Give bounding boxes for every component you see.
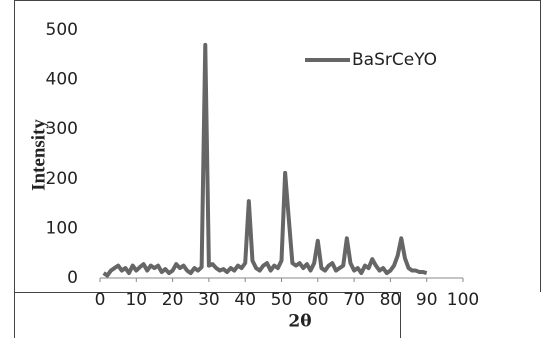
y-tick-label: 200 — [46, 169, 78, 189]
x-tick-label: 10 — [125, 290, 147, 310]
x-tick-label: 40 — [234, 290, 256, 310]
x-tick-label: 80 — [380, 290, 402, 310]
x-tick-label: 90 — [416, 290, 438, 310]
y-tick-label: 300 — [46, 119, 78, 139]
x-tick-label: 70 — [343, 290, 365, 310]
frame — [14, 0, 541, 338]
x-tick-label: 60 — [307, 290, 329, 310]
x-tick-label: 30 — [198, 290, 220, 310]
x-tick-label: 0 — [95, 290, 106, 310]
y-tick-label: 400 — [46, 70, 78, 90]
x-tick-label: 100 — [447, 290, 479, 310]
y-tick-label: 500 — [46, 20, 78, 40]
y-axis-label: Intensity — [28, 119, 49, 191]
x-tick-label: 20 — [162, 290, 184, 310]
data-line — [102, 42, 428, 278]
legend-label: BaSrCeYO — [352, 50, 437, 70]
y-tick-label: 100 — [46, 218, 78, 238]
y-tick-label: 0 — [67, 268, 78, 288]
x-axis-label: 2θ — [288, 312, 311, 332]
x-tick-label: 50 — [271, 290, 293, 310]
